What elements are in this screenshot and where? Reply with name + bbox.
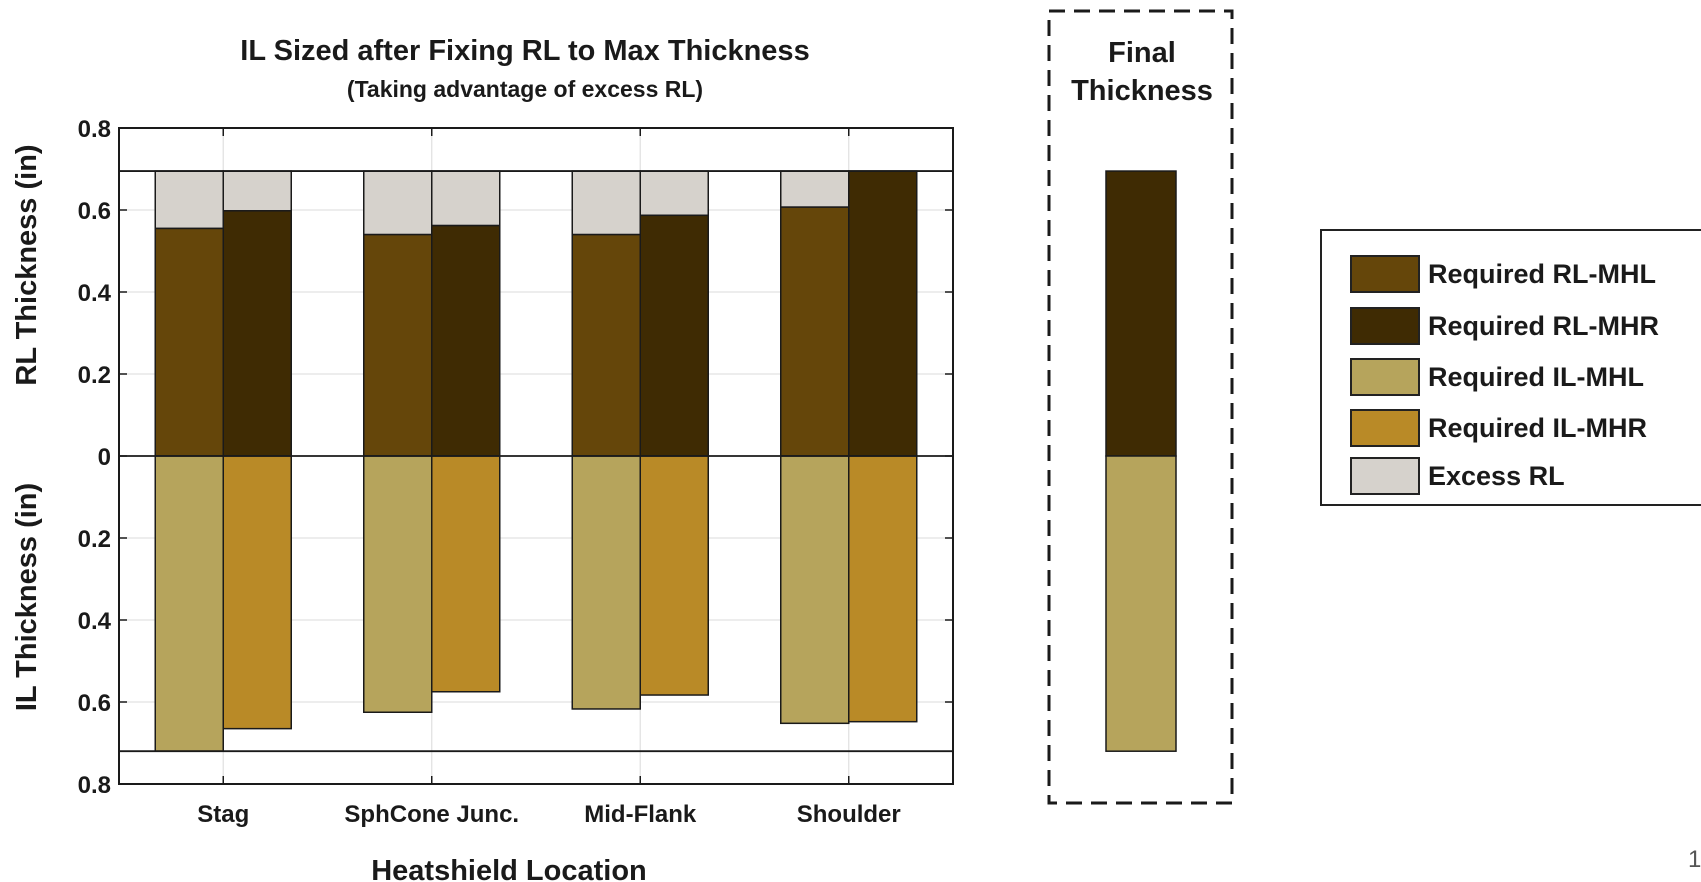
x-tick-label: Stag: [197, 801, 249, 828]
y-tick-label: 0: [98, 444, 111, 471]
bar-excess-rl: [363, 170, 433, 236]
bar-excess-rl: [431, 170, 501, 227]
bar-required-rl-mhl: [571, 233, 641, 457]
y-tick-label: 0.8: [78, 116, 111, 143]
legend-label: Excess RL: [1428, 460, 1565, 491]
y-tick-label: 0.6: [78, 690, 111, 717]
bar-required-il-mhr: [848, 455, 918, 723]
y-tick-label: 0.4: [78, 280, 112, 307]
bar-required-rl-mhr: [222, 210, 292, 457]
y-axis-label-rl: RL Thickness (in): [11, 144, 43, 385]
x-tick-label: SphCone Junc.: [344, 801, 519, 828]
bar-group: [154, 170, 918, 752]
bar-excess-rl: [571, 170, 641, 236]
bar-required-il-mhl: [571, 455, 641, 710]
bar-required-rl-mhr: [639, 214, 709, 457]
y-tick-label: 0.2: [78, 362, 111, 389]
legend-item-required-il-mhr: Required IL-MHR: [1350, 408, 1647, 448]
bar-excess-rl: [780, 170, 850, 208]
bar-required-rl-mhr: [848, 170, 918, 457]
reference-lines: [119, 170, 953, 753]
legend-item-excess-rl: Excess RL: [1350, 456, 1565, 496]
bar-required-rl-mhl: [363, 233, 433, 457]
y-tick-label: 0.6: [78, 198, 111, 225]
bar-required-rl-mhr: [431, 224, 501, 457]
bar-required-il-mhl: [363, 455, 433, 713]
bar-required-il-mhr: [639, 455, 709, 696]
legend-swatch: [1350, 457, 1420, 495]
final-thickness-title-line2: Thickness: [1071, 75, 1213, 107]
page-number: 1: [1688, 846, 1701, 873]
x-axis-ticks: Stag SphCone Junc. Mid-Flank Shoulder: [197, 128, 901, 828]
final-thickness-panel: Final Thickness: [1047, 9, 1234, 805]
final-thickness-bars: [1105, 170, 1177, 752]
final-thickness-frame: [1047, 9, 1234, 805]
x-tick-label: Shoulder: [797, 801, 901, 828]
bar-required-il-mhr: [222, 455, 292, 730]
bar-required-il-mhl: [154, 455, 224, 752]
final-thickness-title-line1: Final: [1108, 37, 1176, 69]
legend-label: Required IL-MHL: [1428, 361, 1644, 392]
bar-required-rl-mhl: [780, 206, 850, 457]
bar-excess-rl: [639, 170, 709, 217]
legend-swatch: [1350, 358, 1420, 396]
bar-required-il-mhr: [431, 455, 501, 693]
y-tick-label: 0.4: [78, 608, 112, 635]
final-bar-rl: [1105, 170, 1177, 457]
x-tick-label: Mid-Flank: [584, 801, 697, 828]
legend-label: Required IL-MHR: [1428, 412, 1647, 443]
chart-title: IL Sized after Fixing RL to Max Thicknes…: [240, 35, 809, 67]
legend-item-required-rl-mhr: Required RL-MHR: [1350, 306, 1659, 346]
final-bar-il: [1105, 455, 1177, 752]
legend-item-required-il-mhl: Required IL-MHL: [1350, 357, 1644, 397]
legend-item-required-rl-mhl: Required RL-MHL: [1350, 254, 1656, 294]
bar-excess-rl: [154, 170, 224, 230]
chart-legend: Required RL-MHL Required RL-MHR Required…: [1320, 229, 1701, 506]
legend-swatch: [1350, 307, 1420, 345]
bar-excess-rl: [222, 170, 292, 212]
y-tick-label: 0.2: [78, 526, 111, 553]
bar-required-il-mhl: [780, 455, 850, 725]
x-axis-label: Heatshield Location: [371, 855, 647, 882]
legend-label: Required RL-MHL: [1428, 258, 1656, 289]
legend-swatch: [1350, 255, 1420, 293]
y-axis-label-il: IL Thickness (in): [11, 483, 43, 711]
bar-required-rl-mhl: [154, 227, 224, 457]
y-tick-label: 0.8: [78, 772, 111, 799]
legend-label: Required RL-MHR: [1428, 310, 1659, 341]
y-axis-ticks: 0.8 0.6 0.4 0.2 0 0.2 0.4 0.6 0.8: [78, 116, 953, 799]
legend-swatch: [1350, 409, 1420, 447]
chart-subtitle: (Taking advantage of excess RL): [347, 76, 703, 102]
